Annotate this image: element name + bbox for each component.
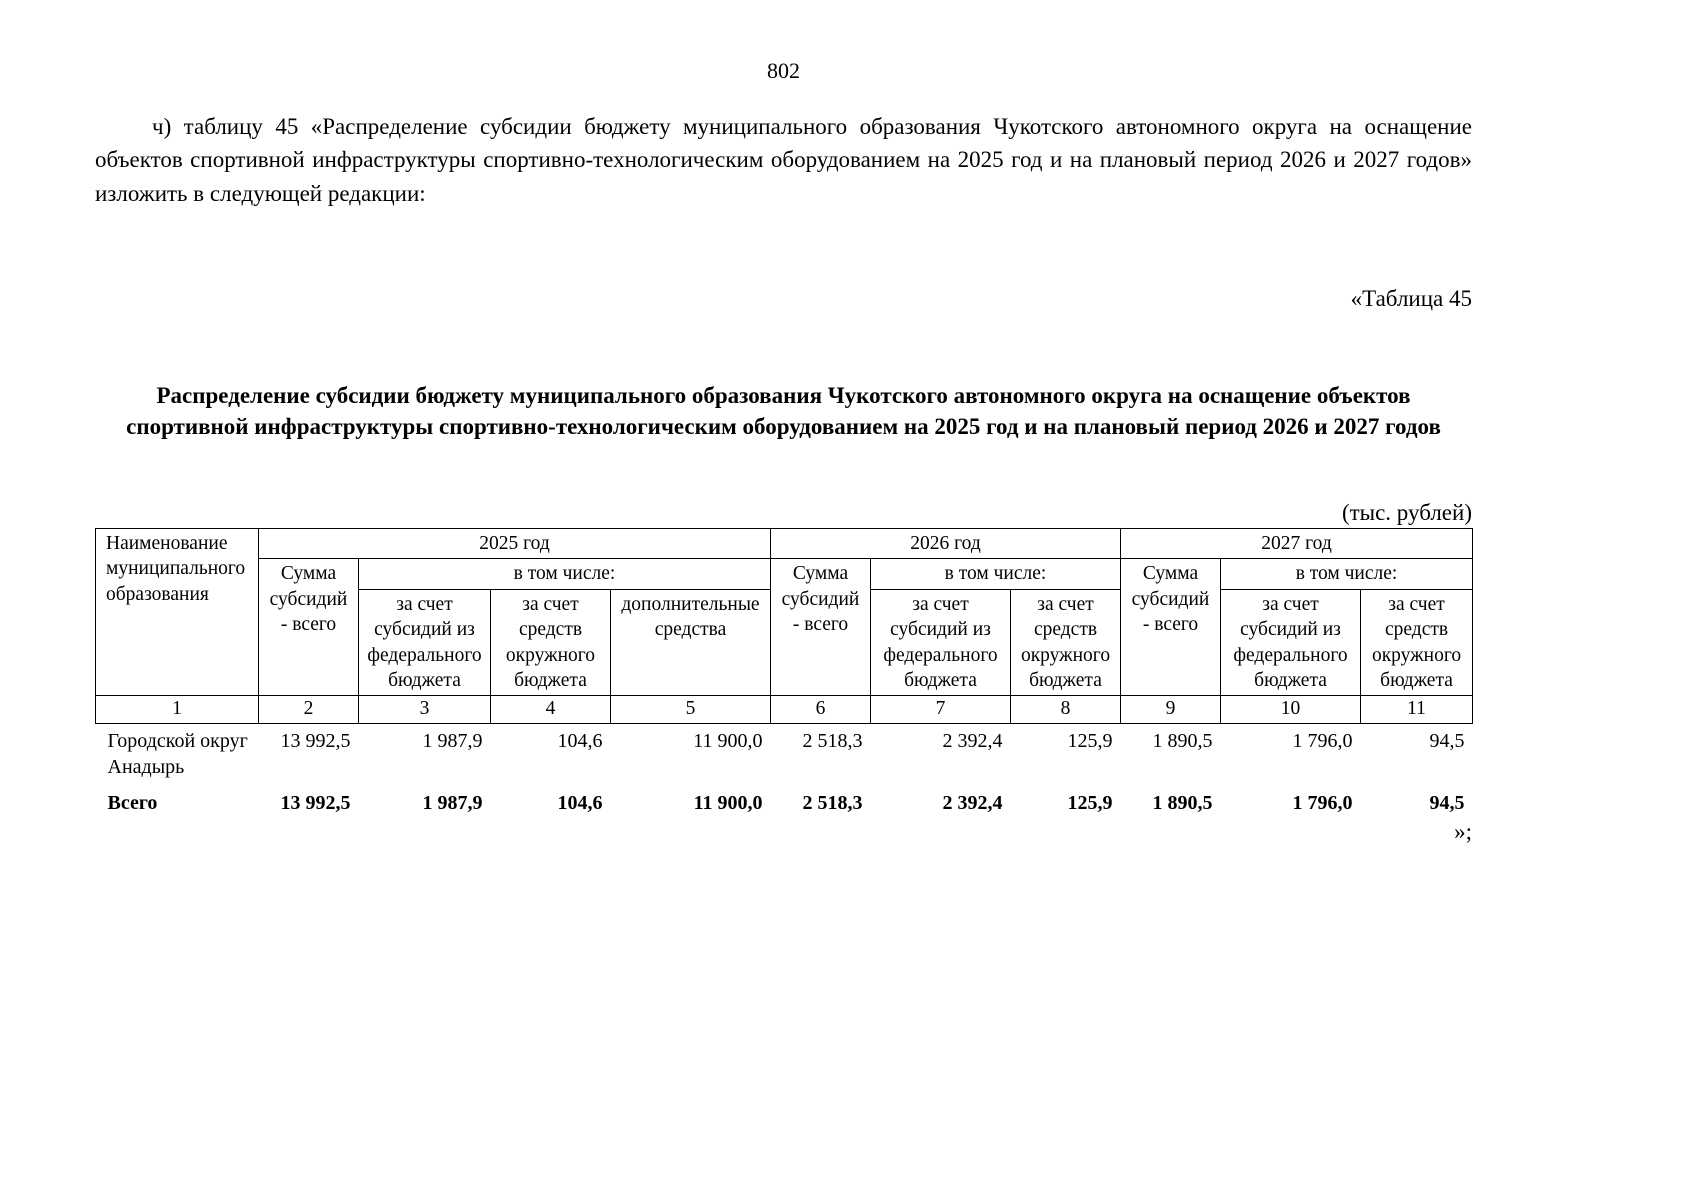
sub-header-2027-district: за счет средств окружного бюджета — [1360, 588, 1474, 697]
value-cell: 94,5 — [1429, 792, 1465, 815]
col-number: 9 — [1120, 695, 1222, 724]
sum-header-2027: Сумма субсидий - всего — [1120, 558, 1222, 697]
value-cell: 94,5 — [1429, 729, 1465, 752]
col-header-municipality: Наименование муниципального образования — [95, 528, 259, 697]
year-header-2026: 2026 год — [769, 528, 1122, 560]
value-cell: 104,6 — [557, 792, 603, 815]
including-header-2026: в том числе: — [869, 558, 1122, 590]
value-cell: 1 890,5 — [1152, 792, 1213, 815]
value-cell: 1 796,0 — [1292, 792, 1353, 815]
value-cell: 125,9 — [1067, 729, 1113, 752]
sub-header-2025-district: за счет средств окружного бюджета — [490, 588, 611, 697]
col-number: 8 — [1009, 695, 1122, 724]
table-row-anadyr: Городской округ Анадырь 13 992,5 1 987,9… — [96, 723, 1473, 782]
value-cell: 2 392,4 — [942, 729, 1003, 752]
year-header-2027: 2027 год — [1120, 528, 1474, 560]
value-cell: 1 796,0 — [1292, 729, 1353, 752]
sum-header-2025: Сумма субсидий - всего — [258, 558, 359, 697]
closing-mark: »; — [1454, 818, 1472, 844]
table-row-total: Всего 13 992,5 1 987,9 104,6 11 900,0 2 … — [96, 782, 1473, 818]
value-cell: 1 890,5 — [1152, 729, 1213, 752]
value-cell: 11 900,0 — [693, 729, 763, 752]
sum-header-2026: Сумма субсидий - всего — [770, 558, 871, 697]
sub-header-2025-additional: дополнительные средства — [610, 588, 771, 697]
page-number: 802 — [767, 58, 800, 83]
col-number: 7 — [870, 695, 1011, 724]
col-number: 11 — [1360, 695, 1474, 724]
col-number: 2 — [258, 695, 359, 724]
col-number: 4 — [490, 695, 611, 724]
sub-header-2026-federal: за счет субсидий из федерального бюджета — [870, 588, 1011, 697]
col-number: 6 — [770, 695, 871, 724]
col-number: 1 — [95, 695, 259, 724]
sub-header-2026-district: за счет средств окружного бюджета — [1009, 588, 1122, 697]
header-row-years: Наименование муниципального образования … — [95, 528, 1474, 697]
value-cell: 104,6 — [557, 729, 603, 752]
value-cell: 2 392,4 — [942, 792, 1003, 815]
including-header-2027: в том числе: — [1220, 558, 1474, 590]
value-cell: 13 992,5 — [280, 792, 351, 815]
value-cell: 2 518,3 — [802, 729, 863, 752]
value-cell: 11 900,0 — [693, 792, 763, 815]
year-header-2025: 2025 год — [258, 528, 771, 560]
value-cell: 1 987,9 — [422, 729, 483, 752]
value-cell: 2 518,3 — [802, 792, 863, 815]
table-reference-label: «Таблица 45 — [1350, 286, 1472, 312]
table-title: Распределение субсидии бюджету муниципал… — [126, 383, 1441, 440]
municipality-name-cell: Городской округ Анадырь — [107, 729, 248, 778]
value-cell: 125,9 — [1067, 792, 1113, 815]
total-label-cell: Всего — [107, 792, 158, 815]
sub-header-2027-federal: за счет субсидий из федерального бюджета — [1220, 588, 1362, 697]
col-number: 10 — [1220, 695, 1362, 724]
subsidy-distribution-table: Наименование муниципального образования … — [95, 528, 1474, 819]
header-row-column-numbers: 1 2 3 4 5 6 7 8 9 10 11 — [95, 695, 1474, 724]
including-header-2025: в том числе: — [358, 558, 771, 590]
sub-header-2025-federal: за счет субсидий из федерального бюджета — [358, 588, 491, 697]
value-cell: 13 992,5 — [280, 729, 351, 752]
value-cell: 1 987,9 — [422, 792, 483, 815]
units-label: (тыс. рублей) — [1341, 500, 1472, 526]
col-number: 5 — [610, 695, 771, 724]
header-row-sums: Сумма субсидий - всего в том числе: Сумм… — [96, 558, 1474, 697]
col-number: 3 — [358, 695, 491, 724]
intro-paragraph: ч) таблицу 45 «Распределение субсидии бю… — [95, 114, 1472, 206]
